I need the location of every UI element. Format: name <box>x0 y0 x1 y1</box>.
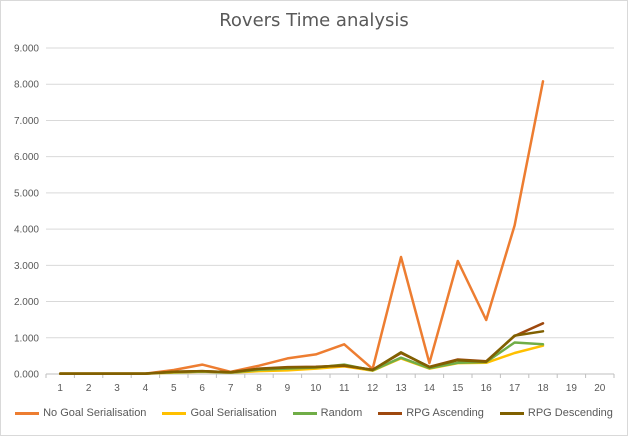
x-tick-label: 5 <box>171 383 177 394</box>
series-line-random <box>58 341 545 375</box>
x-tick-label: 2 <box>86 383 92 394</box>
x-tick-label: 15 <box>452 383 464 394</box>
legend-item: Random <box>292 407 363 419</box>
x-tick-label: 20 <box>594 383 606 394</box>
legend-label: Random <box>320 407 363 419</box>
y-tick-label: 4.000 <box>14 225 39 236</box>
legend-label: No Goal Serialisation <box>43 407 147 419</box>
x-tick-label: 14 <box>424 383 436 394</box>
x-tick-label: 19 <box>566 383 578 394</box>
series-line-rpg-descending <box>58 330 545 375</box>
y-tick-label: 8.000 <box>14 80 39 91</box>
legend-label: RPG Descending <box>527 407 613 419</box>
legend-swatch <box>292 411 317 415</box>
legend-label: RPG Ascending <box>406 407 484 419</box>
legend-item: Goal Serialisation <box>162 407 277 419</box>
series-line-no-goal-serialisation <box>58 80 545 375</box>
x-tick-label: 18 <box>537 383 549 394</box>
chart-legend: No Goal Serialisation Goal Serialisation R… <box>1 407 627 419</box>
legend-swatch <box>15 411 40 415</box>
x-tick-label: 12 <box>367 383 379 394</box>
x-tick-label: 6 <box>199 383 205 394</box>
legend-label: Goal Serialisation <box>190 407 277 419</box>
y-tick-label: 3.000 <box>14 261 39 272</box>
legend-swatch <box>378 411 403 415</box>
x-tick-label: 10 <box>310 383 322 394</box>
x-tick-label: 16 <box>481 383 493 394</box>
y-tick-label: 1.000 <box>14 333 39 344</box>
legend-swatch <box>162 411 187 415</box>
y-tick-label: 6.000 <box>14 152 39 163</box>
legend-item: RPG Ascending <box>378 407 484 419</box>
y-tick-label: 5.000 <box>14 188 39 199</box>
y-tick-label: 9.000 <box>14 44 39 55</box>
x-tick-label: 8 <box>256 383 262 394</box>
x-tick-label: 11 <box>339 383 350 394</box>
y-tick-label: 7.000 <box>14 116 39 127</box>
y-tick-label: 2.000 <box>14 297 39 308</box>
legend-item: RPG Descending <box>499 407 613 419</box>
x-tick-label: 7 <box>228 383 234 394</box>
chart-title: Rovers Time analysis <box>219 10 409 31</box>
x-tick-label: 1 <box>57 383 63 394</box>
x-tick-label: 9 <box>285 383 291 394</box>
x-tick-label: 17 <box>509 383 521 394</box>
x-tick-label: 4 <box>143 383 149 394</box>
x-tick-label: 3 <box>114 383 120 394</box>
y-tick-label: 0.000 <box>14 370 39 381</box>
x-tick-label: 13 <box>395 383 407 394</box>
legend-swatch <box>499 411 524 415</box>
legend-item: No Goal Serialisation <box>15 407 146 419</box>
